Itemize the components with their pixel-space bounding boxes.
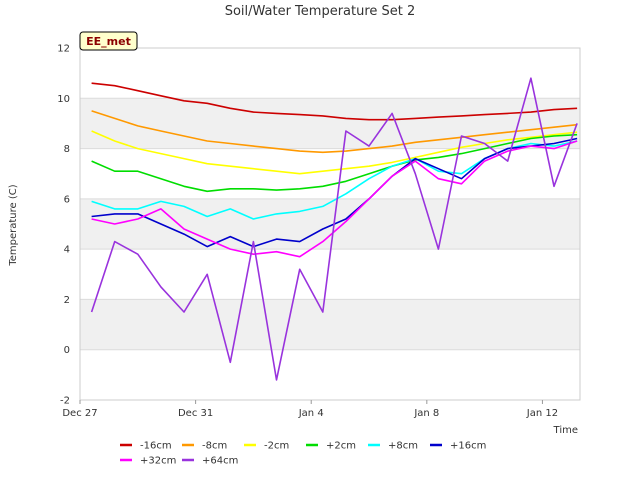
y-tick-label: 6 (64, 194, 70, 205)
legend-label: +32cm (140, 456, 176, 467)
y-tick-label: 8 (64, 144, 70, 155)
x-tick-label: Jan 4 (298, 408, 324, 419)
series-line-7 (90, 77, 578, 381)
y-tick-label: -2 (60, 396, 70, 407)
x-tick-label: Jan 8 (413, 408, 439, 419)
y-tick-label: 4 (64, 245, 70, 256)
series-line-3 (91, 133, 578, 193)
y-tick-label: 2 (64, 295, 70, 306)
legend-label: +64cm (202, 456, 238, 467)
legend-label: +2cm (326, 441, 356, 452)
series-line-2 (91, 130, 578, 175)
x-tick-label: Dec 27 (62, 408, 97, 419)
x-axis-ticks: Dec 27 Dec 31 Jan 4 Jan 8 Jan 12 (62, 400, 558, 419)
series-lines (90, 77, 578, 381)
legend-label: -2cm (264, 441, 289, 452)
legend-label: -16cm (140, 441, 172, 452)
station-badge: EE_met (79, 31, 138, 51)
series-line-1 (91, 110, 578, 154)
x-tick-label: Dec 31 (178, 408, 213, 419)
chart-title: Soil/Water Temperature Set 2 (225, 4, 416, 19)
y-tick-label: 10 (57, 94, 70, 105)
y-axis-ticks: -2 0 2 4 6 8 10 12 (57, 44, 70, 407)
grid-band (80, 98, 580, 149)
grid-band (80, 299, 580, 350)
y-tick-label: 0 (64, 345, 70, 356)
x-axis-label: Time (553, 425, 578, 436)
y-axis-label: Temperature (C) (8, 184, 19, 266)
grid-band (80, 198, 580, 250)
station-badge-label: EE_met (86, 35, 131, 48)
series-line-6 (91, 140, 578, 258)
x-tick-label: Jan 12 (526, 408, 558, 419)
legend-label: -8cm (202, 441, 227, 452)
plot-background (79, 47, 581, 401)
y-tick-label: 12 (57, 44, 70, 55)
series-line-0 (91, 82, 578, 121)
legend-label: +8cm (388, 441, 418, 452)
legend: -16cm -8cm -2cm +2cm +8cm +16cm +32cm +64cm (120, 441, 486, 467)
plot-frame (79, 47, 581, 401)
legend-label: +16cm (450, 441, 486, 452)
